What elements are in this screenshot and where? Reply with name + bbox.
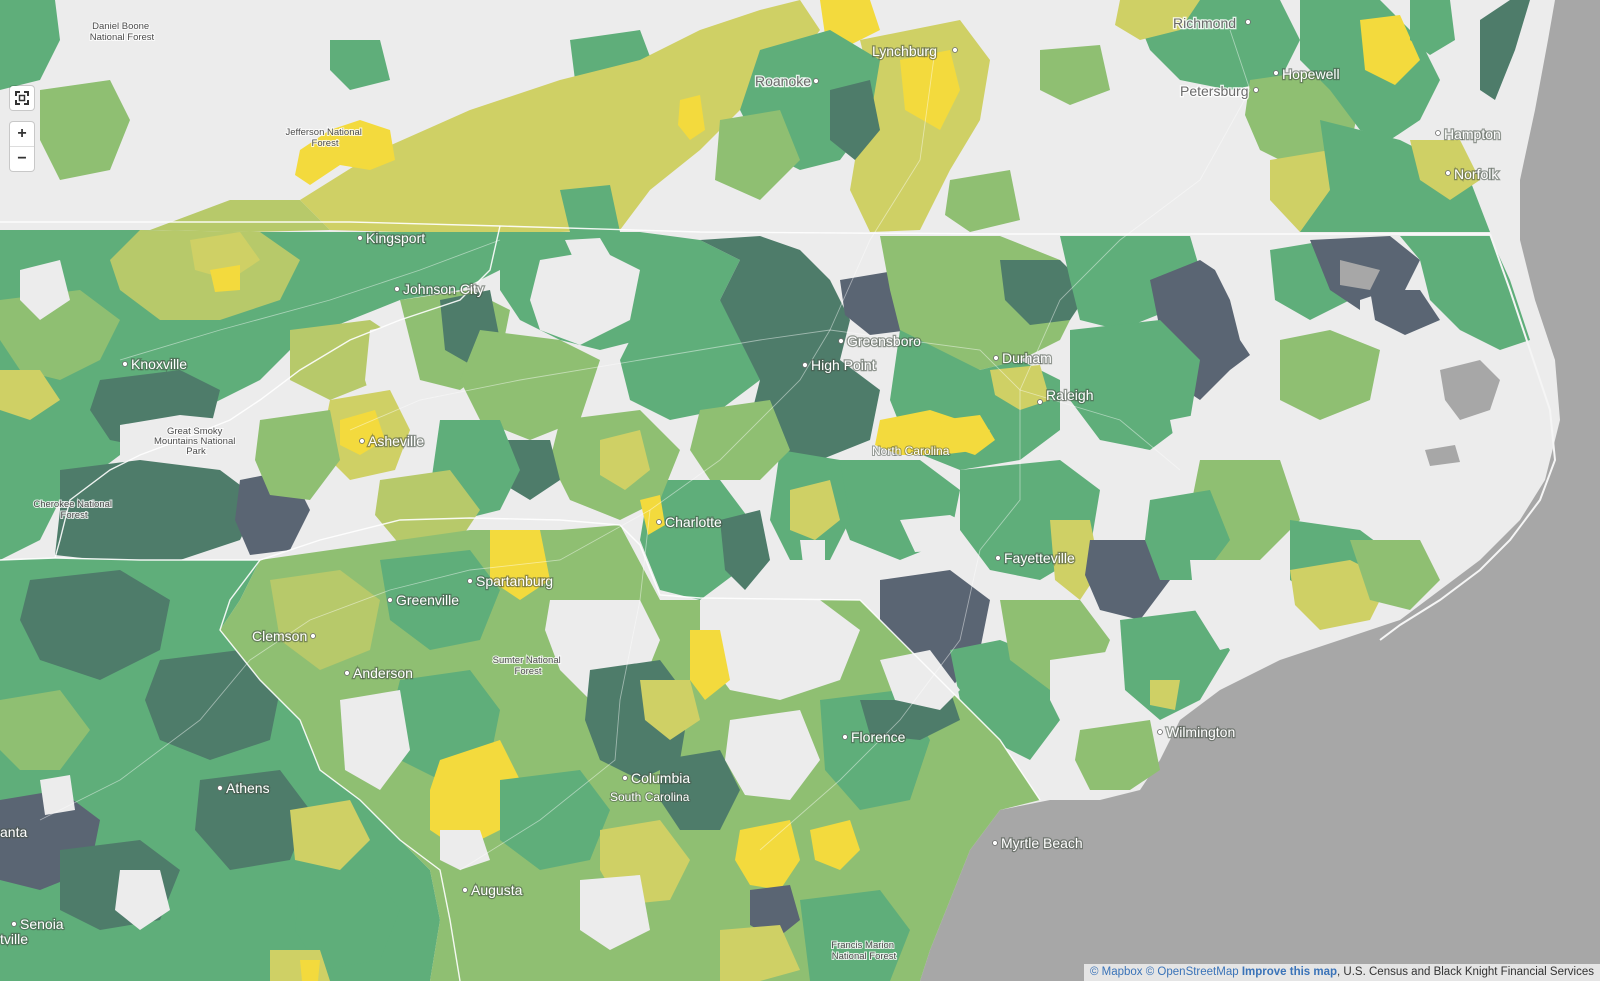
fullscreen-control <box>10 86 34 110</box>
park-label-sumter: Sumter National Forest <box>493 655 564 677</box>
city-label-fayetteville: Fayetteville <box>1004 550 1075 566</box>
city-label-greenville: Greenville <box>396 592 459 608</box>
ga-tn-border <box>0 557 56 561</box>
sc-ga-zones <box>0 525 1040 981</box>
region-label-south-carolina: South Carolina <box>610 790 690 804</box>
sc-ga-border <box>219 559 461 981</box>
city-label-charlotte: Charlotte <box>665 514 722 530</box>
park-label-daniel-boone: Daniel Boone National Forest <box>90 21 155 43</box>
mapbox-attribution-link[interactable]: © Mapbox <box>1089 966 1143 978</box>
bay-water <box>1340 260 1380 290</box>
city-label-johnson-city: Johnson City <box>403 281 484 297</box>
va-nc-border <box>0 221 1490 235</box>
city-label-durham: Durham <box>1002 350 1052 366</box>
park-label-great-smoky: Great Smoky Mountains National Park <box>154 426 238 457</box>
city-label-senoia: Senoia <box>20 916 64 932</box>
nc-sc-border <box>54 517 1041 801</box>
city-label-norfolk: Norfolk <box>1454 166 1499 182</box>
city-label-hopewell: Hopewell <box>1282 66 1340 82</box>
city-label-wilmington: Wilmington <box>1166 724 1235 740</box>
nc-tn-zones <box>0 230 1545 790</box>
state-boundaries <box>0 221 1490 981</box>
city-label-clemson: Clemson <box>252 628 307 644</box>
zoom-in-button[interactable]: + <box>17 125 27 142</box>
improve-map-link[interactable]: Improve this map <box>1241 966 1338 978</box>
city-label-spartanburg: Spartanburg <box>476 573 553 589</box>
city-label-high-point: High Point <box>811 357 876 373</box>
city-label-lynchburg: Lynchburg <box>872 43 937 59</box>
region-label-north-carolina: North Carolina <box>872 444 950 458</box>
city-label-asheville: Asheville <box>368 433 424 449</box>
fullscreen-button[interactable] <box>10 86 34 110</box>
city-label-greensboro: Greensboro <box>847 333 921 349</box>
city-label-raleigh: Raleigh <box>1046 387 1093 403</box>
city-label-petersburg: Petersburg <box>1180 83 1248 99</box>
map-attribution: © Mapbox © OpenStreetMap Improve this ma… <box>1083 964 1600 981</box>
barrier-islands <box>1379 233 1557 641</box>
city-label-florence: Florence <box>851 729 906 745</box>
park-label-jefferson: Jefferson National Forest <box>285 127 364 149</box>
sound-water <box>1440 360 1500 420</box>
city-markers <box>11 19 1451 927</box>
region-labels: North Carolina South Carolina <box>609 443 951 805</box>
virginia-zones <box>0 0 1530 232</box>
fullscreen-icon <box>15 91 29 105</box>
tn-nc-border <box>54 225 501 559</box>
city-label-columbia: Columbia <box>631 770 690 786</box>
city-label-atlanta: anta <box>0 824 27 840</box>
city-label-athens: Athens <box>226 780 270 796</box>
park-label-cherokee: Cherokee National Forest <box>33 499 114 521</box>
zoom-control: + − <box>10 122 34 171</box>
roads <box>39 29 1251 871</box>
osm-attribution-link[interactable]: © OpenStreetMap <box>1145 966 1239 978</box>
city-label-hampton: Hampton <box>1444 126 1501 142</box>
lake <box>1425 445 1460 466</box>
park-label-francis-marion: Francis Marion National Forest <box>831 940 896 962</box>
city-labels: Richmond Lynchburg Roanoke Hopewell Pete… <box>0 14 1502 949</box>
city-label-myrtle-beach: Myrtle Beach <box>1001 835 1083 851</box>
city-label-richmond: Richmond <box>1173 15 1236 31</box>
city-label-anderson: Anderson <box>353 665 413 681</box>
zoom-out-button[interactable]: − <box>10 146 34 171</box>
city-label-fayetteville-ga: tville <box>0 931 28 947</box>
city-label-kingsport: Kingsport <box>366 230 425 246</box>
city-label-knoxville: Knoxville <box>131 356 187 372</box>
city-label-roanoke: Roanoke <box>755 73 811 89</box>
park-labels: Daniel Boone National Forest Jefferson N… <box>32 20 897 963</box>
city-label-augusta: Augusta <box>471 882 523 898</box>
data-sources-text: , U.S. Census and Black Knight Financial… <box>1337 966 1594 978</box>
